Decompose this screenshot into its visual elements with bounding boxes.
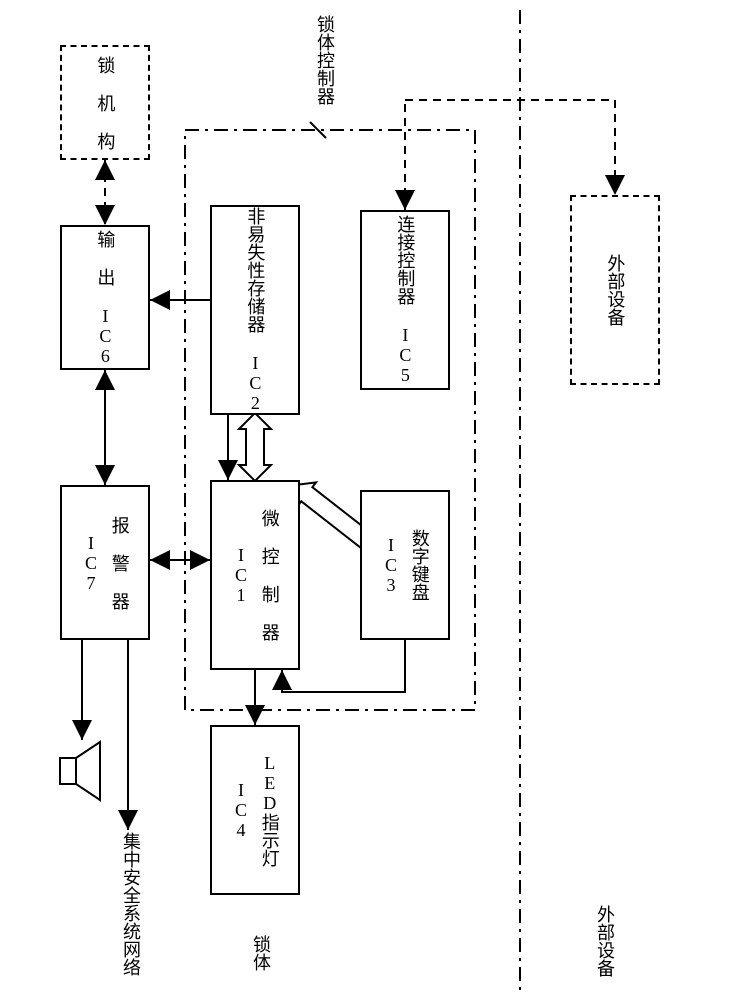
node-conn-id: IC5 bbox=[395, 325, 415, 385]
diagram-canvas: 锁 机 构 输 出 IC6 报 警 器 IC7 非易失性存储器 IC2 微 控 … bbox=[0, 0, 750, 1000]
node-output-label: 输 出 bbox=[95, 230, 115, 286]
speaker-icon bbox=[60, 742, 100, 800]
label-controller: 锁体控制器 bbox=[312, 15, 338, 105]
node-ext-label: 外部设备 bbox=[601, 254, 630, 326]
node-output: 输 出 IC6 bbox=[60, 225, 150, 370]
node-conn-label: 连接控制器 bbox=[395, 215, 415, 305]
edge-keypad-micro bbox=[282, 640, 405, 692]
node-alarm: 报 警 器 IC7 bbox=[60, 485, 150, 640]
node-led-label: LED指示灯 bbox=[260, 753, 280, 867]
node-alarm-label: 报 警 器 bbox=[110, 516, 130, 610]
node-keypad-id: IC3 bbox=[381, 535, 401, 595]
node-connection-controller: 连接控制器 IC5 bbox=[360, 210, 450, 390]
node-external-device: 外部设备 bbox=[570, 195, 660, 385]
node-alarm-id: IC7 bbox=[81, 533, 101, 593]
node-keypad-label: 数字键盘 bbox=[410, 529, 430, 601]
node-nvmem: 非易失性存储器 IC2 bbox=[210, 205, 300, 415]
node-microcontroller: 微 控 制 器 IC1 bbox=[210, 480, 300, 670]
node-keypad: 数字键盘 IC3 bbox=[360, 490, 450, 640]
node-micro-id: IC1 bbox=[231, 545, 251, 605]
node-led: LED指示灯 IC4 bbox=[210, 725, 300, 895]
label-external: 外部设备 bbox=[592, 905, 618, 977]
node-lock-mechanism: 锁 机 构 bbox=[60, 45, 150, 160]
node-lock-mechanism-label: 锁 机 构 bbox=[91, 56, 120, 150]
node-output-id: IC6 bbox=[95, 306, 115, 366]
node-nvmem-label: 非易失性存储器 bbox=[245, 207, 265, 333]
node-micro-label: 微 控 制 器 bbox=[260, 509, 280, 641]
block-arrow-nvmem-micro bbox=[239, 413, 271, 481]
node-led-id: IC4 bbox=[231, 780, 251, 840]
node-nvmem-id: IC2 bbox=[245, 353, 265, 413]
label-network: 集中安全系统网络 bbox=[118, 832, 144, 976]
label-lock-body: 锁体 bbox=[248, 935, 274, 971]
